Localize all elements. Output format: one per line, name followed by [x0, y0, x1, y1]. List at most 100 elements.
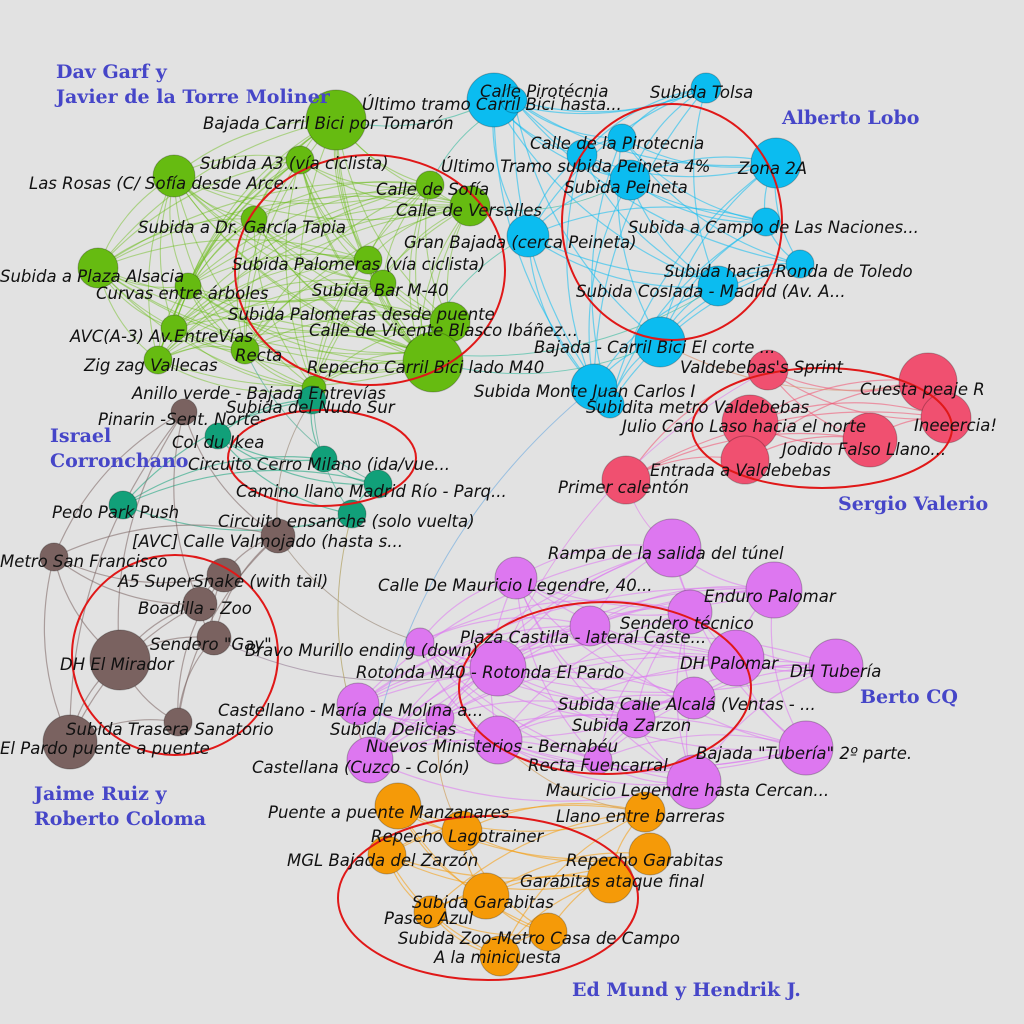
- node-label: Primer calentón: [558, 478, 689, 497]
- node-label: Subida Coslada - Madrid (Av. A...: [576, 282, 846, 301]
- edge: [97, 267, 451, 333]
- graph-node: [628, 832, 672, 876]
- edge: [419, 599, 691, 643]
- graph-node: [405, 627, 435, 657]
- edge: [429, 811, 646, 913]
- edge: [187, 204, 471, 287]
- node-label: DH Tubería: [790, 662, 881, 681]
- edge: [187, 282, 384, 303]
- node-label: Garabitas ataque final: [520, 872, 705, 891]
- graph-node: [260, 518, 296, 554]
- edge: [173, 279, 384, 329]
- graph-node: [751, 207, 781, 237]
- edge: [217, 435, 353, 515]
- node-label: Bajada "Tubería" 2º parte.: [696, 744, 912, 763]
- group-label: Berto CQ: [860, 686, 958, 708]
- edge: [173, 175, 315, 389]
- node-label: Pinarin -Sent. Norte-: [98, 410, 266, 429]
- edge: [588, 179, 631, 388]
- graph-node: [785, 249, 815, 279]
- node-label: Subida Zoo-Metro Casa de Campo: [398, 929, 680, 948]
- node-label: Subida a Campo de Las Naciones...: [628, 218, 919, 237]
- node-label: Repecho Carril Bici lado M40: [307, 358, 544, 377]
- edge: [187, 159, 301, 287]
- graph-node: [143, 345, 173, 375]
- graph-node: [353, 245, 383, 275]
- edge: [313, 184, 431, 389]
- graph-node: [462, 872, 510, 920]
- graph-node: [842, 412, 898, 468]
- edge: [439, 652, 737, 719]
- node-label: Sendero "Gay": [150, 635, 272, 654]
- edge: [409, 184, 431, 353]
- graph-node: [595, 389, 625, 419]
- node-label: Subida a Plaza Alsacia: [0, 267, 184, 286]
- node-label: Subida Zarzon: [572, 716, 691, 735]
- edge: [253, 218, 421, 353]
- edge: [527, 206, 767, 237]
- node-label: Subida a Dr. García Tapia: [138, 218, 346, 237]
- graph-node: [369, 269, 397, 297]
- node-label: Jodido Falso Llano...: [779, 440, 946, 459]
- edge: [173, 175, 421, 353]
- edge: [253, 218, 434, 363]
- cluster-ring: [337, 815, 639, 981]
- node-label: A5 SuperSnake (with tail): [117, 572, 328, 591]
- edge: [53, 411, 185, 558]
- graph-node: [182, 586, 218, 622]
- edge: [497, 660, 837, 741]
- node-label: Subida Garabitas: [412, 893, 554, 912]
- node-label: Cuesta peaje R: [860, 380, 985, 399]
- graph-node: [469, 639, 527, 697]
- graph-node: [170, 398, 198, 426]
- cluster-ring: [458, 601, 752, 775]
- edge: [173, 175, 246, 351]
- graph-node: [297, 385, 327, 415]
- node-label: Recta Fuencarral: [528, 756, 668, 775]
- edge: [244, 184, 431, 351]
- graph-node: [616, 699, 656, 739]
- edge: [173, 175, 369, 261]
- edge: [183, 411, 279, 537]
- node-label: Subida del Nudo Sur: [226, 398, 396, 417]
- graph-node: [367, 835, 407, 875]
- node-label: Circuito ensanche (solo vuelta): [218, 512, 475, 531]
- edge: [173, 175, 434, 363]
- edge: [97, 195, 471, 269]
- edge: [244, 314, 451, 351]
- group-label: Ed Mund y Hendrik J.: [572, 979, 801, 1001]
- edge: [117, 411, 185, 661]
- edge: [357, 587, 775, 705]
- edge: [187, 253, 369, 287]
- edge: [173, 327, 315, 389]
- node-label: Subida Trasera Sanatorio: [66, 720, 274, 739]
- graph-node: [778, 720, 834, 776]
- node-label: Julio Cano Laso hacia el norte: [619, 417, 866, 436]
- edge: [461, 830, 651, 862]
- graph-node: [363, 469, 393, 499]
- node-label: Zona 2A: [737, 159, 807, 178]
- graph-node: [152, 154, 196, 198]
- graph-node: [601, 455, 651, 505]
- edge: [369, 713, 807, 761]
- edge: [299, 159, 431, 189]
- node-label: Bajada Carril Bici por Tomarón: [203, 114, 454, 133]
- edge: [513, 99, 777, 167]
- edge: [419, 617, 591, 643]
- node-label: Col du Ikea: [172, 433, 264, 452]
- edge: [299, 159, 471, 208]
- graph-node: [39, 542, 69, 572]
- edge: [157, 331, 421, 361]
- graph-node: [494, 556, 538, 600]
- node-label: Subida Monte Juan Carlos I: [474, 382, 696, 401]
- graph-node: [569, 605, 611, 647]
- edge: [69, 411, 185, 743]
- node-label: AVC(A-3) Av.EntreVías: [69, 327, 253, 346]
- node-label: Gran Bajada (cerca Peineta): [404, 233, 637, 252]
- graph-node: [240, 205, 268, 233]
- edge: [173, 175, 431, 205]
- graph-node: [163, 707, 193, 737]
- edge: [566, 154, 595, 388]
- group-label: Corronchano: [50, 450, 188, 472]
- graph-node: [500, 86, 528, 114]
